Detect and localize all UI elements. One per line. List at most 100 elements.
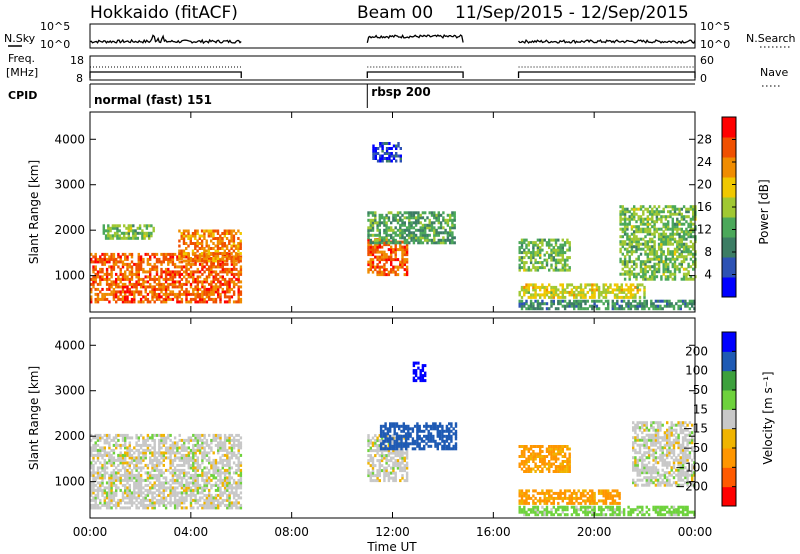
pixel <box>108 443 111 447</box>
pixel <box>539 266 542 270</box>
pixel <box>232 461 236 465</box>
pixel <box>657 212 661 216</box>
pixel <box>183 443 186 447</box>
pixel <box>561 248 564 252</box>
pixel <box>103 466 106 470</box>
pixel <box>385 142 389 145</box>
pixel <box>619 247 622 251</box>
pixel <box>529 302 533 306</box>
pixel <box>657 217 661 221</box>
pixel <box>171 443 175 447</box>
pixel <box>527 460 530 463</box>
pixel <box>232 239 236 243</box>
pixel <box>191 249 195 253</box>
pixel <box>673 275 677 279</box>
pixel <box>235 438 238 442</box>
pixel <box>644 270 647 274</box>
pixel <box>121 282 125 286</box>
pixel <box>669 275 672 279</box>
pixel <box>638 288 642 292</box>
pixel <box>399 469 402 473</box>
pixel <box>557 248 560 252</box>
pixel <box>623 207 627 211</box>
pixel <box>203 247 206 250</box>
pixel <box>223 234 226 238</box>
pixel <box>205 249 208 253</box>
pixel <box>604 299 608 303</box>
pixel <box>591 285 594 289</box>
pixel <box>401 231 404 235</box>
pixel <box>169 292 172 296</box>
pixel <box>527 455 530 458</box>
pixel <box>401 265 404 269</box>
pixel <box>117 252 120 256</box>
pixel <box>153 506 156 510</box>
pixel <box>128 478 131 482</box>
pixel <box>226 506 229 510</box>
pixel <box>183 483 186 487</box>
pixel <box>561 288 564 292</box>
pixel <box>153 458 156 462</box>
pixel <box>416 422 419 426</box>
pixel <box>527 288 530 292</box>
pixel <box>198 473 202 477</box>
pixel <box>367 211 370 215</box>
pixel <box>625 288 628 292</box>
pixel <box>401 459 404 463</box>
pixel <box>630 217 634 221</box>
pixel <box>225 257 229 260</box>
pixel <box>194 433 197 437</box>
pixel <box>441 447 444 451</box>
pixel <box>205 466 209 470</box>
pixel <box>367 226 370 230</box>
pixel <box>119 458 122 462</box>
pixel <box>383 157 387 160</box>
pixel <box>394 233 397 237</box>
pixel <box>230 257 233 260</box>
pixel <box>135 468 138 472</box>
pixel <box>393 442 396 446</box>
pixel <box>383 456 386 460</box>
pixel <box>191 232 195 235</box>
pixel <box>646 225 649 229</box>
pixel <box>230 247 233 250</box>
pixel <box>108 436 111 440</box>
pixel <box>183 468 186 472</box>
pixel <box>151 285 154 289</box>
pixel <box>454 447 458 451</box>
pixel <box>401 223 404 227</box>
pixel <box>228 496 231 500</box>
pixel <box>192 453 195 457</box>
pixel <box>92 267 95 271</box>
pixel <box>387 441 391 445</box>
pixel <box>655 275 659 279</box>
pixel <box>668 304 671 308</box>
pixel <box>158 448 161 452</box>
pixel <box>178 481 181 485</box>
pixel <box>219 282 222 286</box>
pixel <box>113 234 117 238</box>
pixel <box>689 217 693 221</box>
pixel <box>620 285 623 289</box>
pixel <box>559 299 562 303</box>
pixel <box>239 239 242 243</box>
pixel <box>230 486 234 490</box>
pixel <box>119 280 122 284</box>
pixel <box>379 157 382 160</box>
pixel <box>237 290 240 294</box>
pixel <box>381 159 384 163</box>
pixel <box>371 248 375 252</box>
pixel <box>657 237 661 241</box>
pixel <box>232 446 236 450</box>
pixel <box>139 501 143 505</box>
pixel <box>384 444 387 448</box>
pixel <box>126 448 129 452</box>
pixel <box>203 448 206 452</box>
pixel <box>108 446 111 450</box>
pixel <box>591 307 594 311</box>
pixel <box>192 275 195 279</box>
pixel <box>217 443 220 447</box>
pixel <box>217 488 220 492</box>
pixel <box>628 245 631 249</box>
pixel <box>191 252 195 255</box>
